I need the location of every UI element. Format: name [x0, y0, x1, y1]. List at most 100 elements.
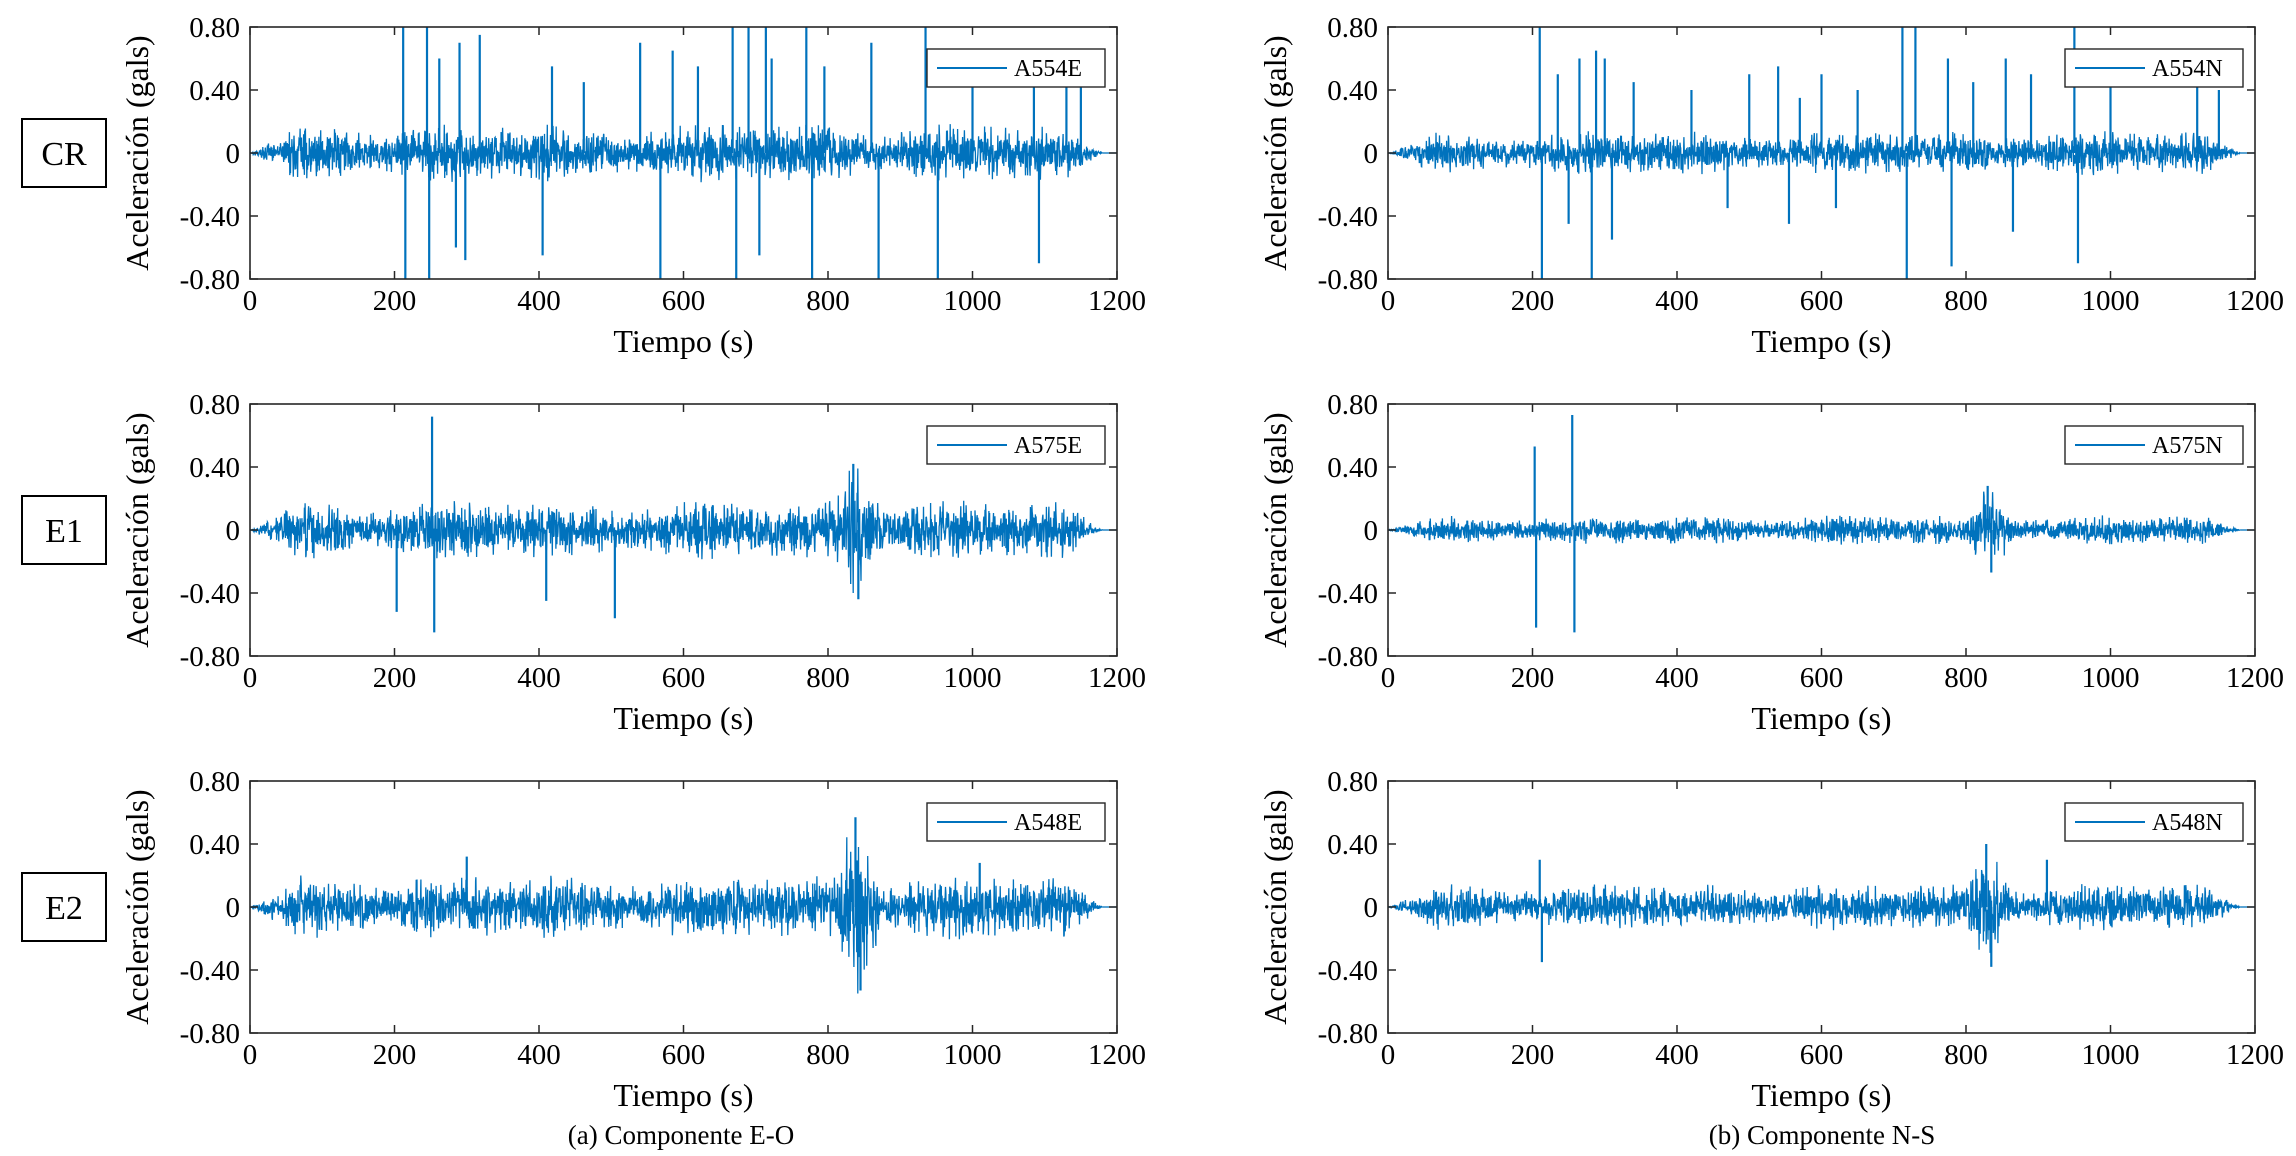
y-tick-label: -0.80: [1318, 641, 1378, 673]
y-tick-label: 0: [226, 138, 241, 170]
y-axis-label: Aceleración (gals): [1257, 789, 1293, 1024]
y-tick-label: -0.40: [1318, 201, 1378, 233]
x-tick-label: 1000: [2082, 662, 2140, 694]
x-tick-label: 0: [1381, 1039, 1396, 1071]
x-tick-label: 600: [1800, 662, 1844, 694]
x-tick-label: 0: [243, 662, 258, 694]
x-tick-label: 0: [1381, 285, 1396, 317]
y-tick-label: 0.40: [189, 75, 240, 107]
x-tick-label: 1000: [2082, 1039, 2140, 1071]
y-tick-label: 0: [1364, 138, 1379, 170]
y-tick-label: -0.80: [1318, 264, 1378, 296]
captions: (a) Componente E-O (b) Componente N-S: [568, 1120, 1935, 1150]
x-axis-label: Tiempo (s): [1751, 323, 1891, 359]
y-tick-label: -0.80: [180, 264, 240, 296]
x-tick-label: 600: [662, 285, 706, 317]
legend-text: A575E: [1014, 433, 1082, 459]
legend: A575E: [926, 425, 1106, 465]
caption-eo: (a) Componente E-O: [568, 1120, 794, 1150]
x-tick-label: 800: [806, 1039, 850, 1071]
y-tick-label: 0.80: [189, 12, 240, 44]
y-tick-label: -0.40: [180, 201, 240, 233]
panels: 0 200 400 600 800 1000 1200 0.80 0.40 0 -0.40 -0.80…: [119, 12, 2284, 1113]
x-tick-label: 400: [1655, 285, 1699, 317]
legend: A548N: [2064, 802, 2244, 842]
x-tick-label: 1200: [1088, 1039, 1146, 1071]
x-tick-label: 400: [517, 285, 561, 317]
row-label-cr: CR: [21, 118, 107, 188]
panel-e1-ns: 0 200 400 600 800 1000 1200 0.80 0.40 0 -0.40 -0.80…: [1257, 389, 2284, 736]
x-tick-label: 200: [373, 285, 417, 317]
x-tick-label: 200: [1511, 1039, 1555, 1071]
y-tick-label: 0.80: [1327, 389, 1378, 421]
y-tick-label: -0.80: [1318, 1018, 1378, 1050]
x-tick-label: 200: [1511, 662, 1555, 694]
signal-A575E: [250, 468, 1103, 594]
y-tick-label: -0.40: [1318, 578, 1378, 610]
x-tick-label: 800: [1944, 1039, 1988, 1071]
row-label-e1: E1: [21, 495, 107, 565]
legend: A575N: [2064, 425, 2244, 465]
x-tick-label: 600: [1800, 285, 1844, 317]
x-tick-label: 400: [1655, 1039, 1699, 1071]
y-tick-label: 0: [226, 515, 241, 547]
legend-text: A575N: [2152, 433, 2223, 459]
y-tick-label: 0.80: [1327, 12, 1378, 44]
y-tick-label: -0.80: [180, 1018, 240, 1050]
x-tick-label: 400: [1655, 662, 1699, 694]
x-tick-label: 800: [806, 662, 850, 694]
y-tick-label: 0.80: [189, 766, 240, 798]
signal-A554E: [250, 124, 1103, 183]
legend-text: A554N: [2152, 56, 2223, 82]
y-axis-label: Aceleración (gals): [119, 412, 155, 647]
y-tick-label: 0: [1364, 515, 1379, 547]
legend-text: A554E: [1014, 56, 1082, 82]
x-axis-label: Tiempo (s): [613, 1077, 753, 1113]
x-tick-label: 1200: [2226, 285, 2284, 317]
panel-cr-ns: 0 200 400 600 800 1000 1200 0.80 0.40 0 -0.40 -0.80…: [1257, 12, 2284, 359]
x-tick-label: 200: [1511, 285, 1555, 317]
y-tick-label: 0.80: [1327, 766, 1378, 798]
x-tick-label: 800: [1944, 662, 1988, 694]
row-label-box: [21, 495, 107, 565]
x-tick-label: 800: [1944, 285, 1988, 317]
caption-ns: (b) Componente N-S: [1709, 1120, 1935, 1150]
row-label-text: E2: [45, 890, 83, 927]
panel-cr-eo: 0 200 400 600 800 1000 1200 0.80 0.40 0 -0.40 -0.80…: [119, 12, 1146, 359]
signal-A548N: [1388, 861, 2241, 953]
legend: A554N: [2064, 48, 2244, 88]
signal-A575N: [1388, 491, 2241, 556]
x-tick-label: 1200: [2226, 1039, 2284, 1071]
y-tick-label: 0.40: [1327, 452, 1378, 484]
y-axis-label: Aceleración (gals): [1257, 412, 1293, 647]
row-label-box: [21, 872, 107, 942]
row-label-e2: E2: [21, 872, 107, 942]
row-labels: CR E1 E2: [21, 118, 107, 942]
x-tick-label: 200: [373, 662, 417, 694]
y-tick-label: 0.40: [189, 452, 240, 484]
x-tick-label: 1200: [1088, 285, 1146, 317]
y-tick-label: -0.80: [180, 641, 240, 673]
x-tick-label: 1000: [944, 1039, 1002, 1071]
x-tick-label: 200: [373, 1039, 417, 1071]
x-tick-label: 1200: [1088, 662, 1146, 694]
row-label-box: [21, 118, 107, 188]
legend: A548E: [926, 802, 1106, 842]
legend: A554E: [926, 48, 1106, 88]
panel-e1-eo: 0 200 400 600 800 1000 1200 0.80 0.40 0 -0.40 -0.80…: [119, 389, 1146, 736]
x-tick-label: 600: [662, 662, 706, 694]
x-tick-label: 600: [1800, 1039, 1844, 1071]
row-label-text: CR: [41, 136, 87, 173]
x-axis-label: Tiempo (s): [1751, 700, 1891, 736]
x-axis-label: Tiempo (s): [613, 323, 753, 359]
y-axis-label: Aceleración (gals): [1257, 35, 1293, 270]
legend-text: A548N: [2152, 810, 2223, 836]
x-tick-label: 0: [243, 285, 258, 317]
x-tick-label: 600: [662, 1039, 706, 1071]
y-tick-label: -0.40: [1318, 955, 1378, 987]
x-tick-label: 1200: [2226, 662, 2284, 694]
x-axis-label: Tiempo (s): [613, 700, 753, 736]
legend-text: A548E: [1014, 810, 1082, 836]
x-axis-label: Tiempo (s): [1751, 1077, 1891, 1113]
